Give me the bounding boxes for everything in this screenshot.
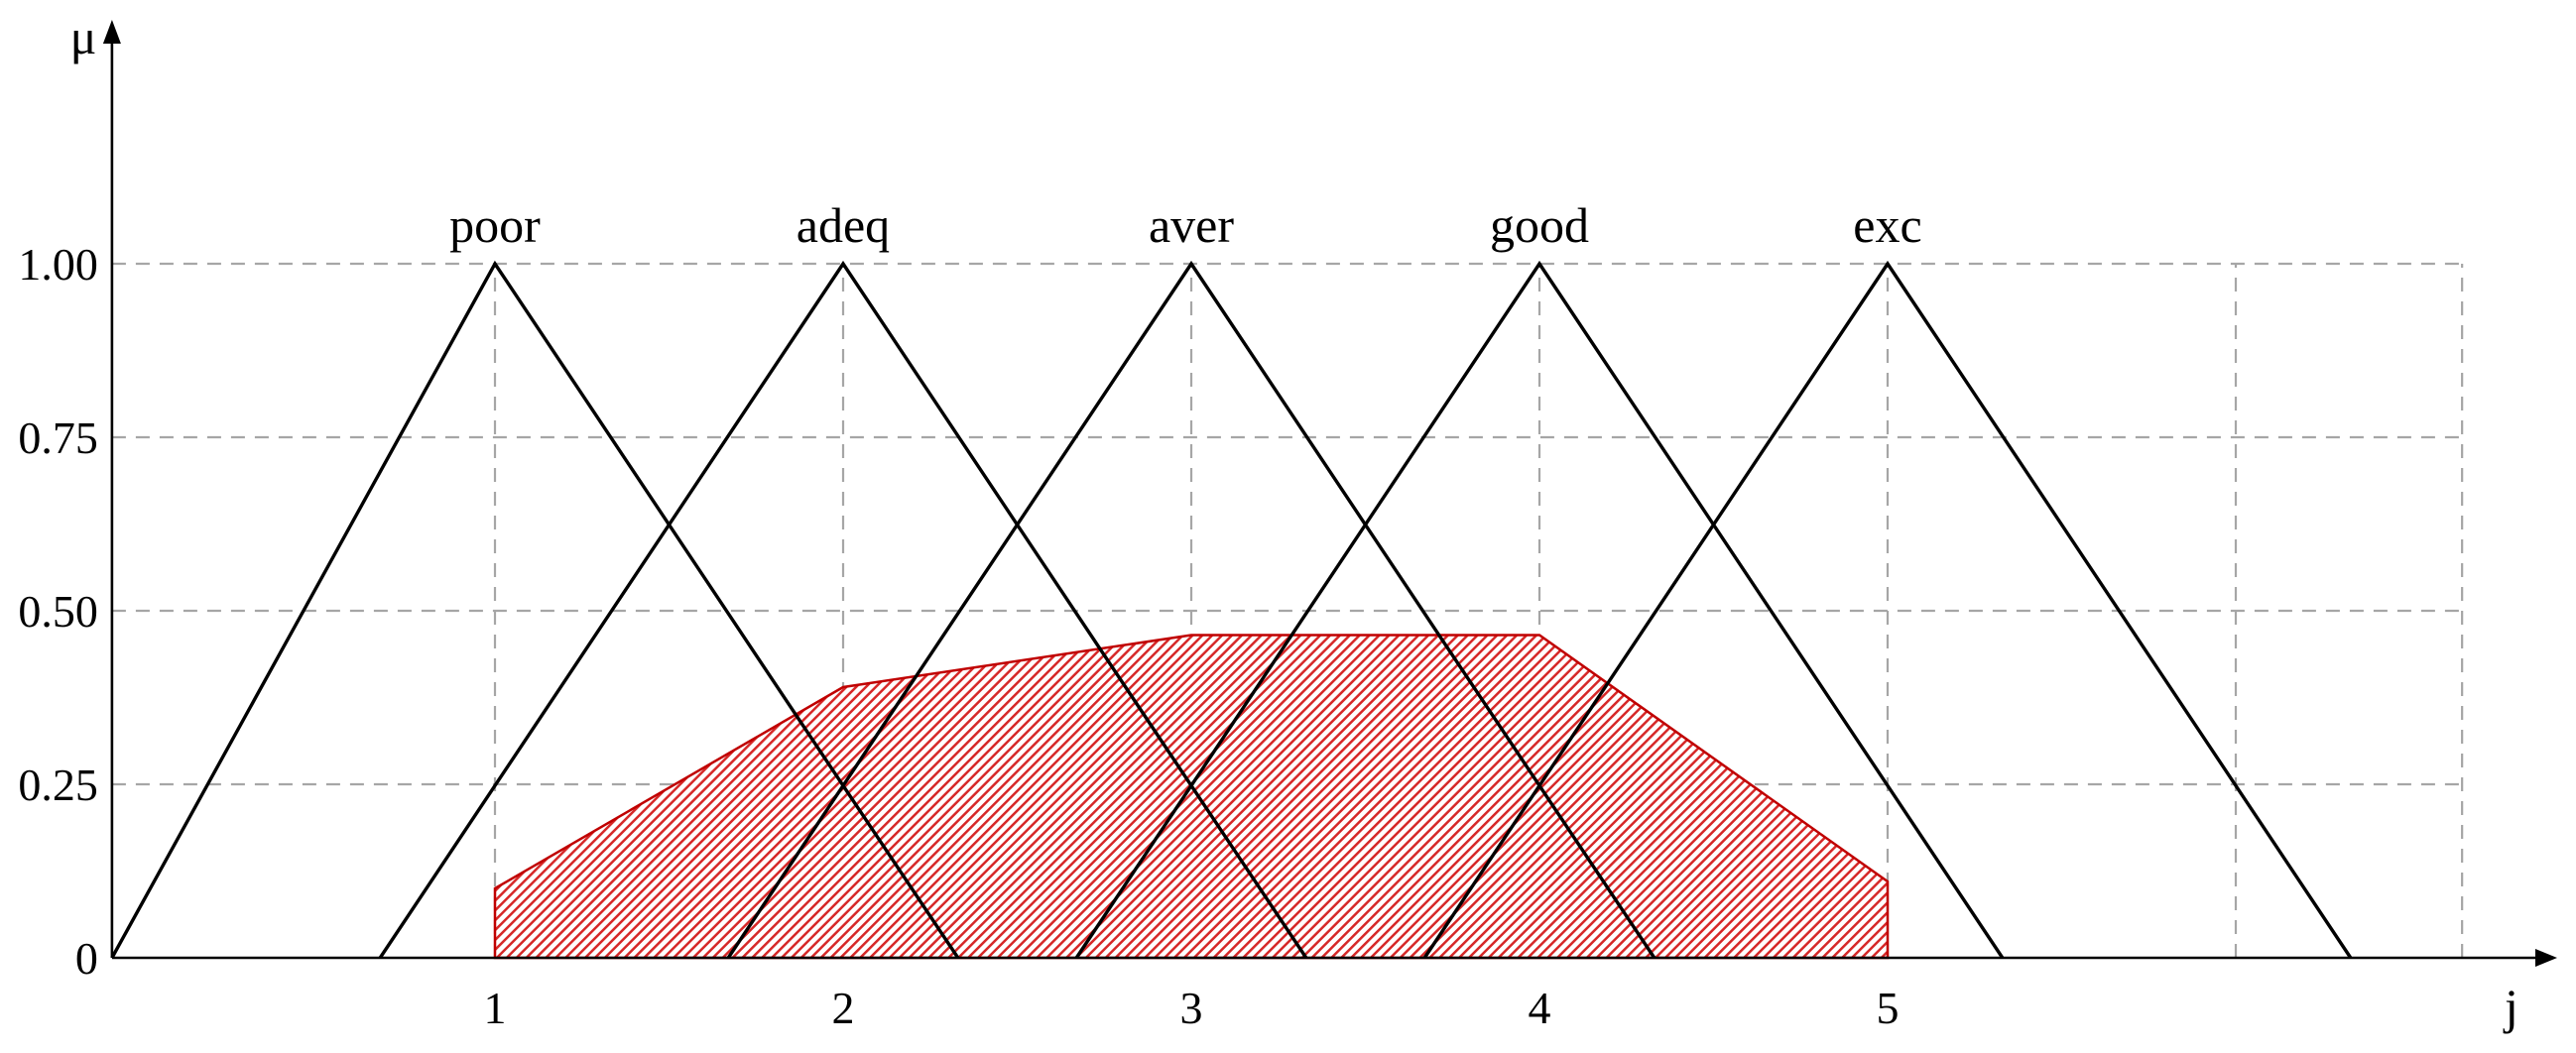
labels: poor adeq aver good exc 0 0.25 0.50 0.75 1.00 1 2 3 4… — [18, 9, 2518, 1034]
membership-function-good — [1074, 260, 2005, 959]
x-axis-arrow — [2535, 949, 2557, 967]
y-tick-label: 0 — [75, 933, 98, 984]
set-label-exc: exc — [1853, 197, 1921, 253]
y-tick-label: 0.50 — [18, 586, 98, 637]
membership-function-aver — [726, 260, 1656, 959]
x-tick-label: 3 — [1180, 983, 1203, 1033]
x-tick-label: 4 — [1529, 983, 1551, 1033]
x-tick-label: 2 — [832, 983, 855, 1033]
y-axis-label: μ — [70, 9, 97, 64]
set-label-good: good — [1490, 197, 1589, 253]
set-label-poor: poor — [449, 197, 541, 253]
y-tick-label: 0.75 — [18, 412, 98, 463]
y-tick-label: 0.25 — [18, 760, 98, 810]
membership-function-exc — [1422, 260, 2353, 959]
y-axis-arrow — [102, 20, 121, 44]
aggregated-output-layer — [493, 634, 1890, 960]
x-tick-label: 1 — [484, 983, 507, 1033]
membership-function-poor — [110, 260, 960, 959]
axes — [102, 20, 2557, 967]
aggregated-output-area — [493, 634, 1890, 960]
membership-function-adeq — [378, 260, 1308, 959]
set-label-adeq: adeq — [797, 197, 890, 253]
membership-functions — [110, 260, 2353, 959]
x-tick-label: 5 — [1877, 983, 1900, 1033]
y-tick-label: 1.00 — [18, 239, 98, 290]
set-label-aver: aver — [1149, 197, 1234, 253]
x-axis-label: j — [2503, 979, 2518, 1034]
grid — [111, 262, 2464, 958]
